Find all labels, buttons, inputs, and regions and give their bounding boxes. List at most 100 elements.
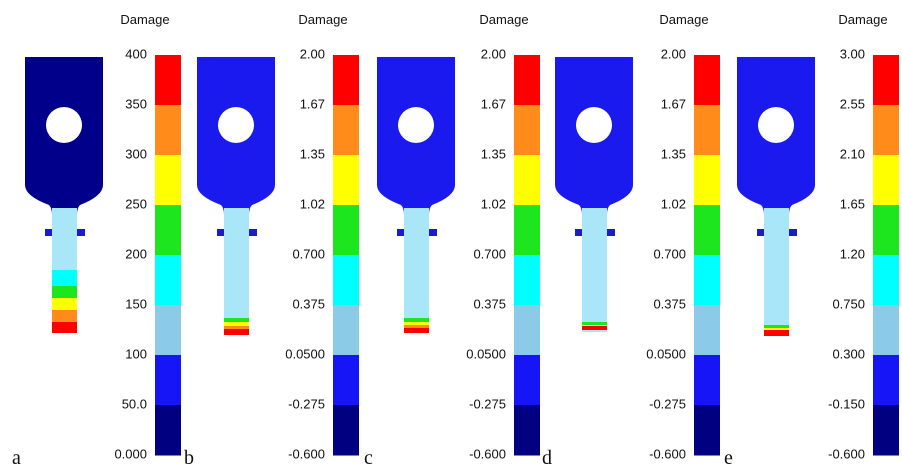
colorbar-tick-label: 2.10: [840, 146, 865, 161]
colorbar-tick-label: 1.20: [840, 246, 865, 261]
colorbar-band: [694, 405, 720, 456]
colorbar-tick-label: 1.65: [840, 196, 865, 211]
colorbar-tick-label: 0.000: [114, 446, 147, 461]
colorbar-band: [333, 355, 359, 406]
colorbar-band: [694, 155, 720, 206]
colorbar-band: [155, 305, 181, 356]
colorbar-band: [514, 155, 540, 206]
colorbar-tick-label: 250: [125, 196, 147, 211]
colorbar-band: [873, 55, 899, 106]
colorbar-tick-label: 1.02: [300, 196, 325, 211]
colorbar-band: [694, 55, 720, 106]
colorbar-tick-label: 1.67: [300, 96, 325, 111]
damage-zone: [52, 298, 77, 310]
colorbar-title: Damage: [298, 12, 347, 27]
panel: a: [12, 57, 103, 466]
colorbar-tick-label: 1.67: [481, 96, 506, 111]
colorbar-title: Damage: [659, 12, 708, 27]
colorbar-tick-label: 50.0: [122, 396, 147, 411]
colorbar-band: [694, 305, 720, 356]
colorbar-band: [514, 255, 540, 306]
colorbar-band: [333, 255, 359, 306]
colorbar-tick-label: 2.00: [300, 46, 325, 61]
colorbar-band: [155, 255, 181, 306]
specimen-neck: [582, 208, 607, 332]
colorbar-band: [873, 205, 899, 256]
colorbar-tick-label: -0.150: [828, 396, 865, 411]
colorbar-tick-label: 350: [125, 96, 147, 111]
colorbar-tick-label: 0.700: [473, 246, 506, 261]
colorbar-band: [514, 205, 540, 256]
colorbar-tick-label: -0.600: [288, 446, 325, 461]
colorbar-tick-label: -0.275: [469, 396, 506, 411]
panel-label: e: [724, 447, 733, 466]
colorbar-band: [514, 405, 540, 456]
panel: b: [184, 57, 275, 466]
specimen-neck: [764, 208, 789, 332]
panel: c: [364, 57, 455, 466]
colorbar-band: [694, 255, 720, 306]
damage-zone: [404, 325, 429, 328]
colorbar-tick-label: 2.00: [661, 46, 686, 61]
colorbar-tick-label: 400: [125, 46, 147, 61]
panel-label: c: [364, 447, 373, 466]
colorbar-band: [873, 255, 899, 306]
colorbar-tick-label: 1.67: [661, 96, 686, 111]
damage-zone: [52, 286, 77, 298]
colorbar-band: [333, 55, 359, 106]
colorbar-band: [514, 305, 540, 356]
colorbar-tick-label: -0.275: [288, 396, 325, 411]
colorbar-tick-label: 2.55: [840, 96, 865, 111]
damage-zone: [52, 310, 77, 322]
damage-zone: [224, 326, 249, 329]
colorbar-tick-label: 0.375: [653, 296, 686, 311]
damage-zone: [764, 325, 789, 328]
colorbar-band: [514, 355, 540, 406]
colorbar-band: [873, 105, 899, 156]
colorbar-band: [155, 205, 181, 256]
colorbar-tick-label: 0.700: [653, 246, 686, 261]
damage-zone: [404, 318, 429, 322]
damage-zone: [582, 326, 607, 330]
colorbar-tick-label: -0.600: [828, 446, 865, 461]
colorbar-band: [155, 155, 181, 206]
hole: [46, 107, 82, 143]
colorbar-tick-label: 1.35: [661, 146, 686, 161]
specimen-neck: [404, 208, 429, 332]
figure: aDamage40035030025020015010050.00.000bDa…: [0, 0, 902, 466]
colorbar-tick-label: 0.300: [832, 346, 865, 361]
colorbar-band: [694, 105, 720, 156]
colorbar-band: [333, 405, 359, 456]
colorbar-band: [873, 355, 899, 406]
colorbar-band: [333, 155, 359, 206]
panel-label: b: [184, 447, 194, 466]
colorbar-tick-label: 0.700: [292, 246, 325, 261]
colorbar-tick-label: 1.02: [481, 196, 506, 211]
colorbar-tick-label: -0.600: [469, 446, 506, 461]
colorbar-band: [333, 305, 359, 356]
colorbar-tick-label: 1.35: [300, 146, 325, 161]
hole: [758, 107, 794, 143]
colorbar-tick-label: 0.750: [832, 296, 865, 311]
hole: [398, 107, 434, 143]
damage-zone: [52, 270, 77, 286]
colorbar-tick-label: 3.00: [840, 46, 865, 61]
colorbar-band: [333, 205, 359, 256]
colorbar-band: [873, 305, 899, 356]
damage-zone: [224, 322, 249, 326]
colorbar-title: Damage: [120, 12, 169, 27]
colorbar-title: Damage: [479, 12, 528, 27]
panel: d: [542, 57, 633, 466]
colorbar-tick-label: -0.275: [649, 396, 686, 411]
colorbar-tick-label: 150: [125, 296, 147, 311]
damage-zone: [404, 322, 429, 325]
damage-zone: [224, 329, 249, 335]
damage-zone: [404, 328, 429, 333]
damage-zone: [764, 330, 789, 336]
damage-zone: [582, 322, 607, 325]
panel-label: a: [12, 447, 21, 466]
colorbar-tick-label: 0.375: [292, 296, 325, 311]
colorbar-tick-label: 1.35: [481, 146, 506, 161]
colorbar-band: [155, 105, 181, 156]
colorbar-band: [333, 105, 359, 156]
